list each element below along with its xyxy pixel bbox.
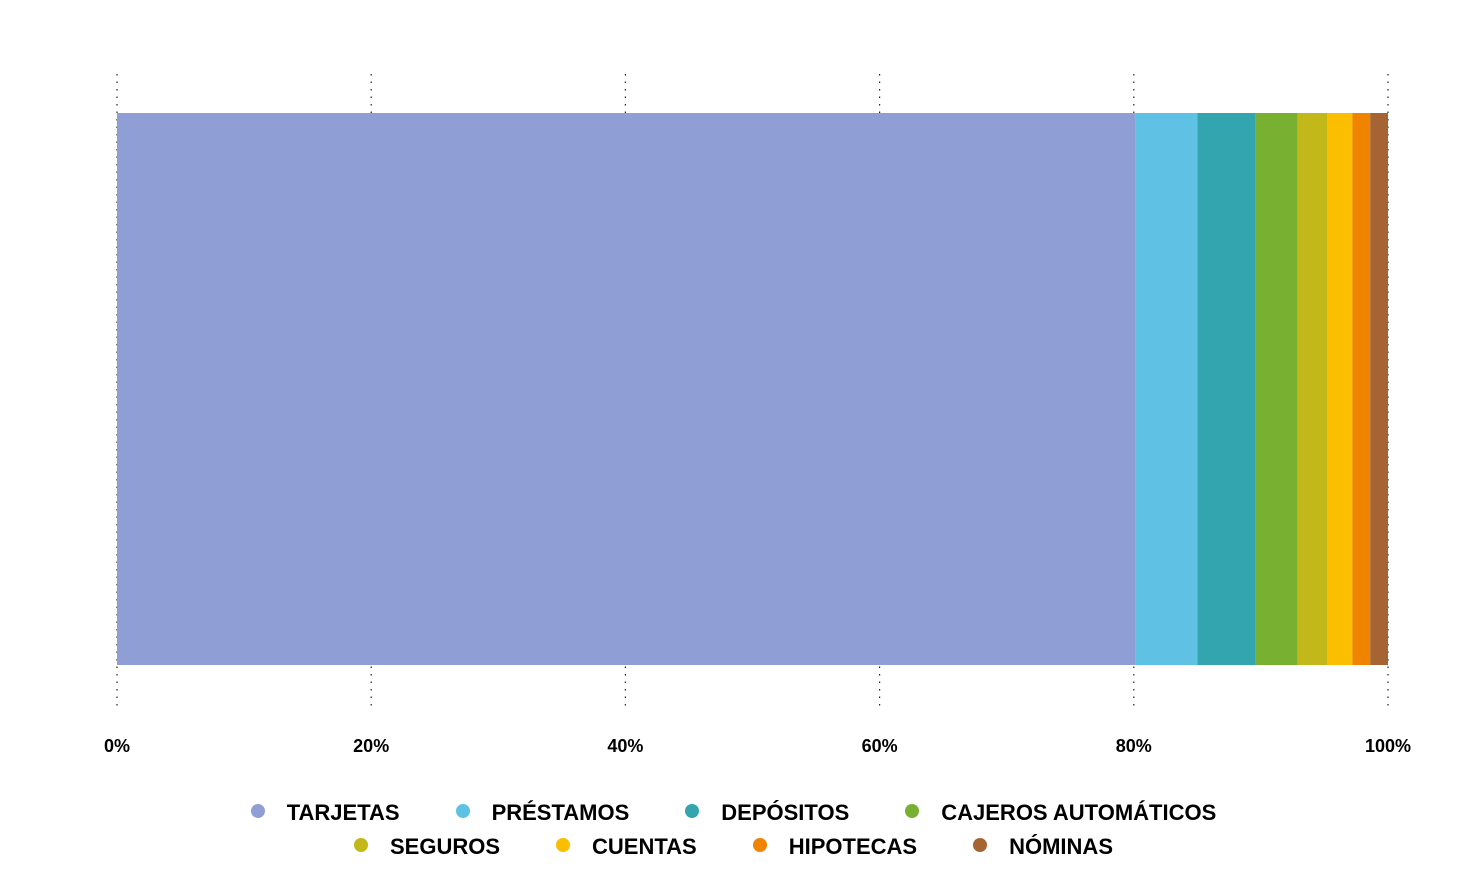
legend-item: CUENTAS — [556, 832, 697, 862]
bar-segment: NÓMINAS — [1370, 113, 1388, 665]
bar-segment: CUENTAS — [1326, 113, 1353, 665]
bar-segment: PRÉSTAMOS — [1135, 113, 1198, 665]
legend-item: TARJETAS — [250, 798, 400, 828]
x-tick-label: 100% — [1365, 736, 1411, 756]
legend-swatch — [973, 838, 988, 852]
legend: TARJETAS PRÉSTAMOS DEPÓSITOS CAJEROS AUTOMÁ… — [0, 798, 1467, 866]
legend-swatch — [250, 804, 265, 818]
legend-swatch — [455, 804, 470, 818]
legend-item: SEGUROS — [354, 832, 500, 862]
legend-label: NÓMINAS — [1009, 834, 1113, 859]
legend-label: TARJETAS — [286, 800, 400, 825]
legend-swatch — [685, 804, 700, 818]
bar-segment: DEPÓSITOS — [1197, 113, 1256, 665]
bar-segment: HIPOTECAS — [1352, 113, 1371, 665]
legend-label: CAJEROS AUTOMÁTICOS — [941, 800, 1217, 825]
legend-swatch — [752, 838, 767, 852]
x-tick-label: 20% — [353, 736, 389, 756]
x-tick-label: 60% — [862, 736, 898, 756]
x-tick-label: 0% — [104, 736, 130, 756]
legend-item: HIPOTECAS — [752, 832, 918, 862]
legend-item: DEPÓSITOS — [685, 798, 849, 828]
x-tick-label: 40% — [607, 736, 643, 756]
legend-row: TARJETAS PRÉSTAMOS DEPÓSITOS CAJEROS AUTOMÁ… — [0, 798, 1467, 832]
bar-segment: TARJETAS — [117, 113, 1136, 665]
legend-item: PRÉSTAMOS — [455, 798, 630, 828]
legend-label: SEGUROS — [390, 834, 501, 859]
legend-swatch — [354, 838, 368, 852]
legend-label: PRÉSTAMOS — [491, 800, 630, 825]
bar-segment: SEGUROS — [1297, 113, 1327, 665]
legend-row: SEGUROS CUENTAS HIPOTECAS NÓMINAS — [0, 832, 1467, 866]
legend-item: NÓMINAS — [973, 832, 1113, 862]
legend-swatch — [905, 804, 920, 818]
legend-label: DEPÓSITOS — [721, 800, 850, 825]
bar-segment: CAJEROS AUTOMÁTICOS — [1255, 113, 1298, 665]
legend-label: CUENTAS — [592, 834, 697, 859]
legend-label: HIPOTECAS — [788, 834, 918, 859]
legend-item: CAJEROS AUTOMÁTICOS — [905, 798, 1216, 828]
tick-layer: 0% 20% 40% 60% 80% 100% — [104, 736, 1411, 756]
x-tick-label: 80% — [1116, 736, 1152, 756]
legend-swatch — [556, 838, 571, 852]
